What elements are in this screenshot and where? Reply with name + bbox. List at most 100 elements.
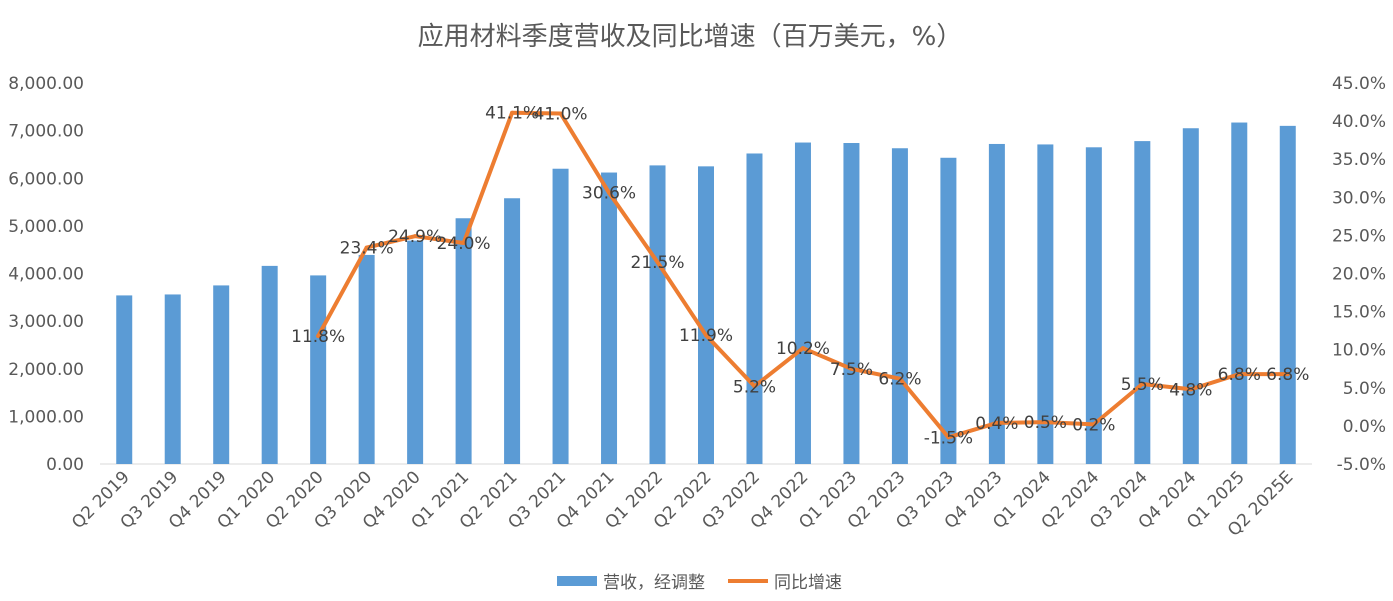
growth-data-label: 11.9% <box>679 326 733 346</box>
growth-data-label: 23.4% <box>340 239 394 259</box>
left-axis-tick-label: 2,000.00 <box>8 360 84 380</box>
growth-point <box>1091 422 1096 427</box>
revenue-bar <box>1182 128 1199 464</box>
growth-point <box>461 241 466 246</box>
right-axis-tick-label: -5.0% <box>1337 455 1386 475</box>
growth-data-label: 24.9% <box>388 227 442 247</box>
growth-data-label: 41.1% <box>485 104 539 124</box>
revenue-bar <box>940 157 957 465</box>
revenue-bar <box>698 166 714 464</box>
growth-point <box>1188 387 1193 392</box>
growth-point <box>316 333 321 338</box>
growth-point <box>558 111 563 116</box>
right-axis-tick-label: 10.0% <box>1332 341 1386 361</box>
growth-point <box>800 346 805 351</box>
growth-point <box>364 245 369 250</box>
right-axis-tick-label: 40.0% <box>1332 112 1386 132</box>
revenue-bar <box>504 198 521 464</box>
revenue-bar <box>407 240 424 464</box>
growth-point <box>849 366 854 371</box>
growth-point <box>1285 372 1290 377</box>
revenue-bar <box>746 153 763 465</box>
left-axis-tick-label: 4,000.00 <box>8 265 84 285</box>
growth-data-label: 11.8% <box>291 327 345 347</box>
right-axis-tick-label: 35.0% <box>1332 150 1386 170</box>
revenue-bar <box>164 294 181 464</box>
revenue-bars <box>116 122 1296 465</box>
growth-line-layer <box>316 110 1290 440</box>
growth-point <box>607 190 612 195</box>
growth-data-label: 6.2% <box>878 370 921 390</box>
right-axis-tick-label: 30.0% <box>1332 188 1386 208</box>
growth-data-label: 4.8% <box>1169 380 1212 400</box>
legend-bar-label: 营收，经调整 <box>603 573 705 593</box>
growth-point <box>1043 420 1048 425</box>
growth-point <box>413 234 418 239</box>
revenue-bar <box>988 143 1005 464</box>
right-axis-tick-label: 45.0% <box>1332 74 1386 94</box>
right-axis-tick-label: 5.0% <box>1343 379 1386 399</box>
left-axis-ticks: 0.00 1,000.00 2,000.00 3,000.00 4,000.00 5,00… <box>8 74 84 475</box>
left-axis-tick-label: 3,000.00 <box>8 312 84 332</box>
right-axis-tick-label: 0.0% <box>1343 417 1386 437</box>
growth-point <box>1140 381 1145 386</box>
growth-point <box>752 384 757 389</box>
revenue-bar <box>843 143 860 464</box>
revenue-bar <box>1279 125 1296 465</box>
revenue-bar <box>455 218 472 464</box>
left-axis-tick-label: 6,000.00 <box>8 169 84 189</box>
left-axis-tick-label: 0.00 <box>46 455 84 475</box>
revenue-bar <box>649 165 666 465</box>
left-axis-tick-label: 8,000.00 <box>8 74 84 94</box>
revenue-bar <box>794 142 811 464</box>
growth-point <box>1237 372 1242 377</box>
growth-data-label: -1.5% <box>924 428 973 448</box>
growth-data-label: 7.5% <box>830 360 873 380</box>
growth-point <box>510 110 515 115</box>
left-axis-tick-label: 5,000.00 <box>8 217 84 237</box>
revenue-bar <box>601 172 618 464</box>
legend-line-label: 同比增速 <box>774 573 842 593</box>
revenue-bar <box>891 148 908 464</box>
left-axis-tick-label: 7,000.00 <box>8 122 84 142</box>
legend: 营收，经调整 同比增速 <box>557 573 842 593</box>
revenue-bar <box>1085 147 1102 464</box>
growth-data-label: 5.5% <box>1121 375 1164 395</box>
right-axis-tick-label: 20.0% <box>1332 265 1386 285</box>
right-axis-ticks: -5.0% 0.0% 5.0% 10.0% 15.0% 20.0% 25.0% 30.0% 35… <box>1332 74 1386 475</box>
revenue-bar <box>1037 144 1054 464</box>
growth-data-label: 5.2% <box>733 377 776 397</box>
revenue-bar <box>358 254 375 464</box>
right-axis-tick-label: 25.0% <box>1332 226 1386 246</box>
growth-data-labels: 11.8% 23.4%24.9%24.0% 41.1%41.0% 30.6% 21.5%… <box>291 104 1309 449</box>
growth-point <box>946 435 951 440</box>
growth-data-label: 10.2% <box>776 339 830 359</box>
right-axis-tick-label: 15.0% <box>1332 303 1386 323</box>
growth-data-label: 21.5% <box>631 253 685 273</box>
growth-data-label: 0.4% <box>975 414 1018 434</box>
growth-point <box>897 376 902 381</box>
left-axis-tick-label: 1,000.00 <box>8 407 84 427</box>
growth-data-label: 0.2% <box>1072 415 1115 435</box>
growth-data-label: 6.8% <box>1218 365 1261 385</box>
revenue-bar <box>213 285 230 464</box>
growth-point <box>655 260 660 265</box>
growth-data-label: 41.0% <box>534 104 588 124</box>
revenue-bar <box>1231 122 1248 464</box>
growth-data-label: 24.0% <box>437 234 491 254</box>
growth-data-label: 0.5% <box>1024 413 1067 433</box>
revenue-bar <box>116 295 133 464</box>
growth-data-label: 6.8% <box>1266 365 1309 385</box>
growth-data-label: 30.6% <box>582 184 636 204</box>
revenue-bar <box>310 275 327 464</box>
revenue-bar <box>1134 141 1151 465</box>
revenue-bar <box>261 265 278 464</box>
chart-title: 应用材料季度营收及同比增速（百万美元，%） <box>418 22 963 52</box>
growth-point <box>704 333 708 338</box>
legend-bar-swatch <box>557 576 597 586</box>
growth-point <box>994 420 999 425</box>
revenue-bar <box>552 168 569 464</box>
